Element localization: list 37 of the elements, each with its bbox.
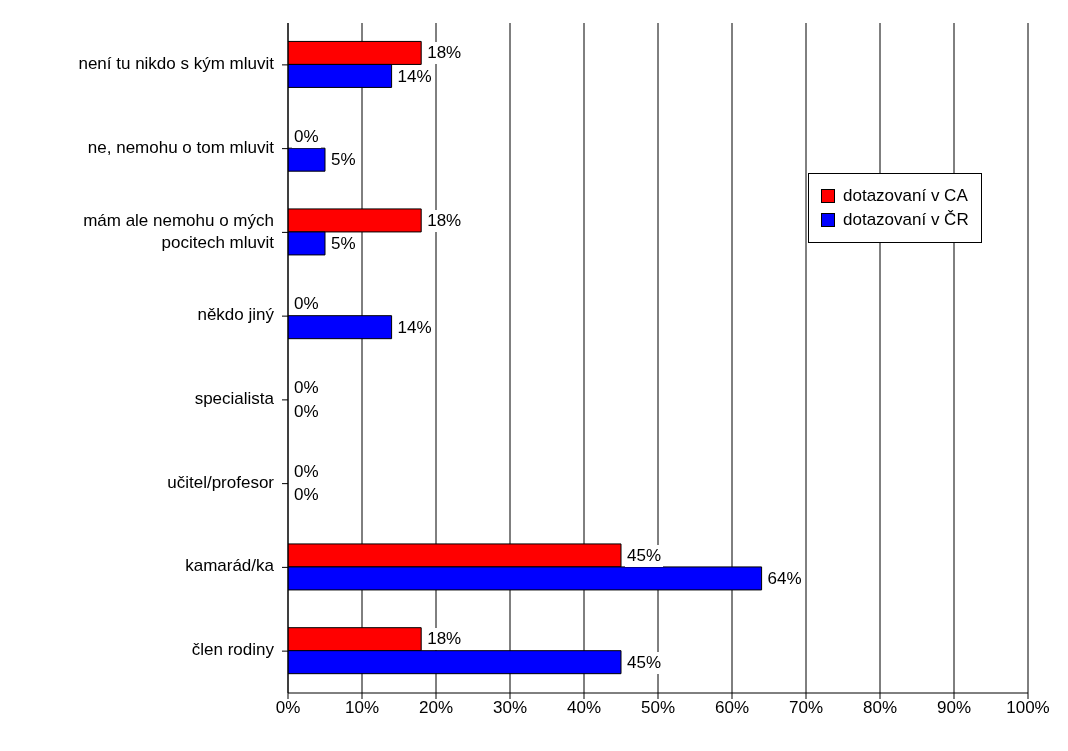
data-label: 64% [765, 568, 804, 591]
legend-label: dotazovaní v ČR [843, 210, 969, 230]
data-label: 0% [292, 484, 321, 507]
data-label: 18% [425, 42, 464, 65]
x-tick-label: 100% [1006, 698, 1050, 718]
data-label: 14% [395, 65, 434, 88]
data-label: 14% [395, 316, 434, 339]
y-tick-label: ne, nemohu o tom mluvit [87, 138, 275, 158]
legend-label: dotazovaní v CA [843, 186, 968, 206]
y-tick-label: člen rodiny [191, 640, 275, 660]
y-tick-label: učitel/profesor [167, 473, 275, 493]
x-tick-label: 0% [275, 698, 301, 718]
x-tick-label: 60% [714, 698, 750, 718]
x-tick-label: 20% [418, 698, 454, 718]
x-tick-label: 50% [640, 698, 676, 718]
x-tick-label: 10% [344, 698, 380, 718]
data-label: 45% [625, 544, 664, 567]
x-tick-label: 90% [936, 698, 972, 718]
x-tick-label: 40% [566, 698, 602, 718]
x-tick-label: 80% [862, 698, 898, 718]
data-label: 0% [292, 125, 321, 148]
data-label: 18% [425, 628, 464, 651]
data-label: 0% [292, 293, 321, 316]
data-label: 0% [292, 377, 321, 400]
data-label: 5% [329, 233, 358, 256]
data-label: 45% [625, 651, 664, 674]
x-tick-label: 30% [492, 698, 528, 718]
data-label: 0% [292, 460, 321, 483]
y-tick-label: není tu nikdo s kým mluvit [78, 54, 275, 74]
y-tick-label: specialista [194, 389, 275, 409]
data-label: 18% [425, 209, 464, 232]
y-tick-label: kamarád/ka [185, 556, 275, 576]
y-tick-label: někdo jiný [197, 305, 275, 325]
y-tick-label: mám ale nemohu o mých pocitech mluvit [83, 211, 275, 253]
data-label: 5% [329, 149, 358, 172]
data-label: 0% [292, 400, 321, 423]
x-tick-label: 70% [788, 698, 824, 718]
